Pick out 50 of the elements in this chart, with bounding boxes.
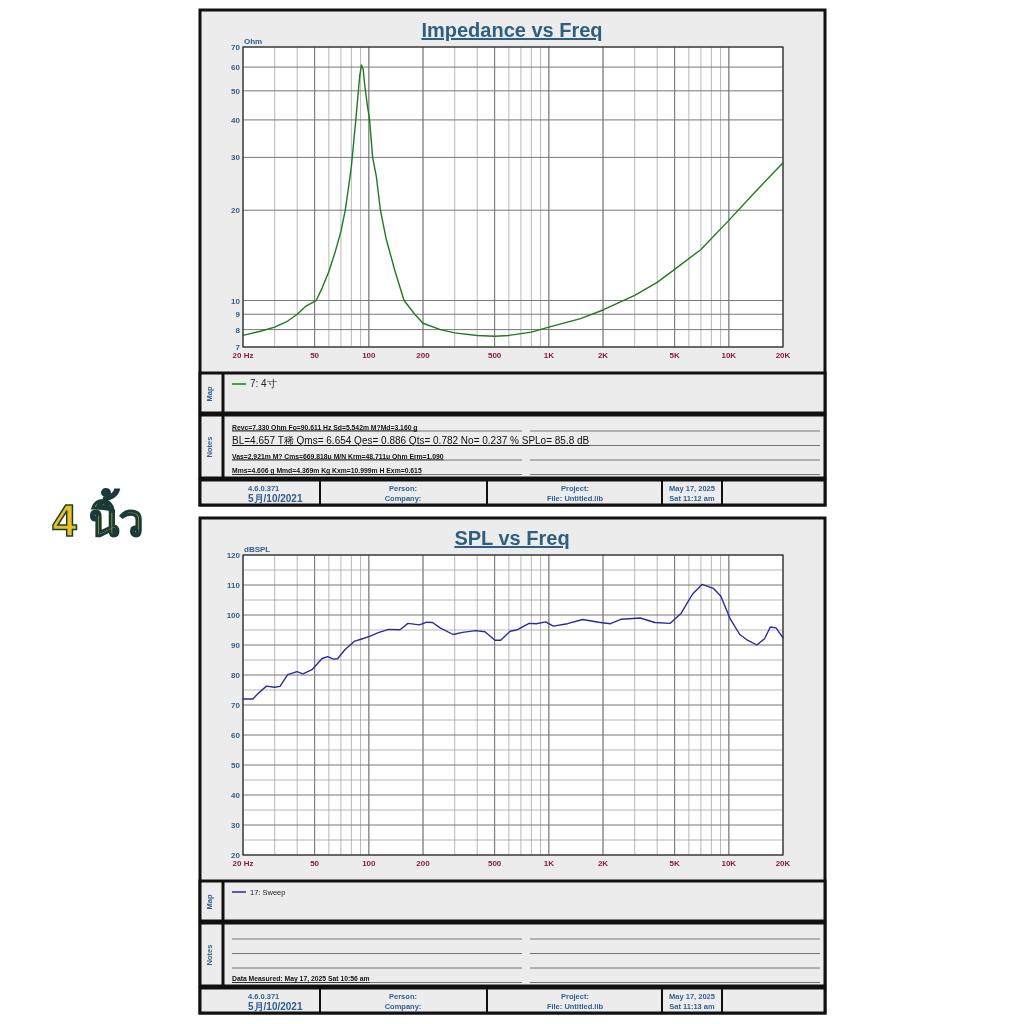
y-tick-label: 110 xyxy=(227,581,241,590)
y-tick-label: 100 xyxy=(226,611,241,620)
x-tick-label: 1K xyxy=(543,859,555,868)
y-tick-label: 8 xyxy=(235,325,241,335)
x-tick-label: 5K xyxy=(669,351,680,360)
y-tick-label: 40 xyxy=(231,115,241,125)
x-tick-label: 100 xyxy=(362,859,377,868)
x-tick-label: 10K xyxy=(721,859,737,868)
y-tick-label: 120 xyxy=(226,551,241,560)
x-tick-label: 20 Hz xyxy=(232,351,254,360)
y-tick-label: 80 xyxy=(231,671,241,680)
y-tick-label: 30 xyxy=(231,153,241,163)
x-tick-label: 200 xyxy=(416,351,431,360)
x-tick-label: 1K xyxy=(543,351,555,360)
chart-title: Impedance vs Freq xyxy=(421,19,603,41)
y-axis-title: Ohm xyxy=(244,37,263,46)
y-tick-label: 70 xyxy=(231,43,241,52)
x-tick-label: 500 xyxy=(487,351,502,360)
text: 5月/10/2021 xyxy=(248,1001,303,1012)
legend-label: 7: 4寸 xyxy=(250,378,277,389)
y-tick-label: 10 xyxy=(231,296,241,306)
x-tick-label: 20 Hz xyxy=(232,859,254,868)
y-tick-label: 20 xyxy=(231,206,241,216)
x-tick-label: 50 xyxy=(310,859,320,868)
y-tick-label: 60 xyxy=(231,63,241,73)
x-tick-label: 10K xyxy=(721,351,737,360)
x-tick-label: 50 xyxy=(310,351,320,360)
x-tick-label: 5K xyxy=(669,859,680,868)
chart-title: SPL vs Freq xyxy=(454,527,570,549)
y-tick-label: 70 xyxy=(231,701,241,710)
x-tick-label: 2K xyxy=(597,859,609,868)
text: BL=4.657 T稀 Qms= 6.654 Qes= 0.886 Qts= 0.782 No= 0.237 % SPLo= 85.8 dB xyxy=(232,435,590,446)
x-tick-label: 20K xyxy=(775,859,791,868)
x-tick-label: 20K xyxy=(775,351,791,360)
x-tick-label: 500 xyxy=(487,859,502,868)
y-tick-label: 20 xyxy=(231,851,241,860)
y-tick-label: 40 xyxy=(231,791,241,800)
y-tick-label: 7 xyxy=(235,343,241,352)
text: 4 นิ้ว xyxy=(52,488,144,545)
x-tick-label: 2K xyxy=(597,351,609,360)
text: 5月/10/2021 xyxy=(248,493,303,504)
y-tick-label: 60 xyxy=(231,731,241,740)
y-tick-label: 50 xyxy=(231,86,241,96)
x-tick-label: 200 xyxy=(416,859,431,868)
y-tick-label: 90 xyxy=(231,641,241,650)
y-tick-label: 50 xyxy=(231,761,241,770)
y-axis-title: dBSPL xyxy=(244,545,271,554)
y-tick-label: 30 xyxy=(231,821,241,830)
y-tick-label: 9 xyxy=(235,310,241,320)
x-tick-label: 100 xyxy=(362,351,377,360)
